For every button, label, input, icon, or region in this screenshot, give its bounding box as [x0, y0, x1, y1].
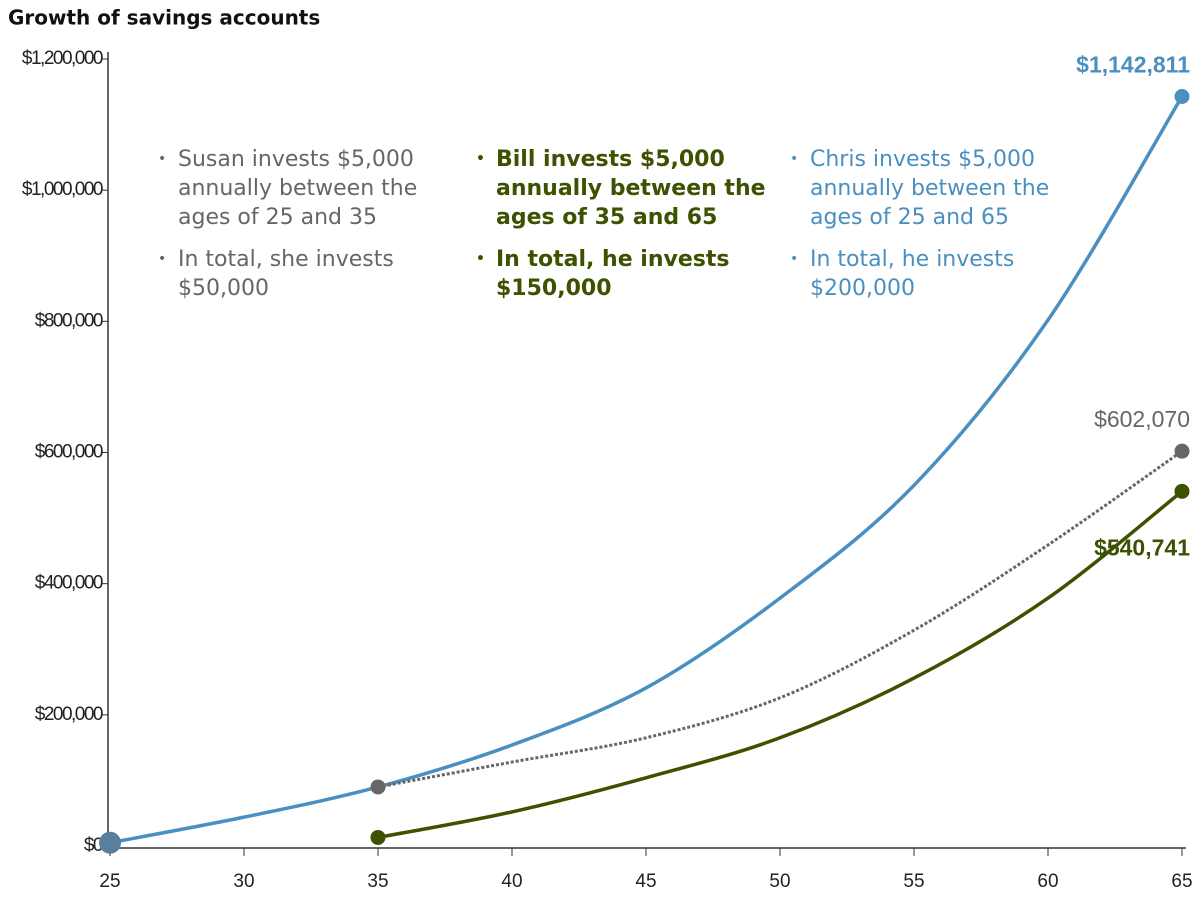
value-label: $602,070: [1094, 406, 1190, 432]
chart-title: Growth of savings accounts: [8, 6, 320, 30]
line: [377, 449, 1183, 789]
x-tick-label: 45: [635, 871, 656, 892]
annotation-item: In total, he invests $150,000: [476, 245, 776, 303]
annotation-item: In total, he invests $200,000: [790, 245, 1090, 303]
point: [1174, 483, 1190, 499]
annotation-item: Bill invests $5,000 annually between the…: [476, 145, 776, 232]
annotation-item: In total, she invests $50,000: [158, 245, 458, 303]
x-tick-label: 60: [1037, 871, 1058, 892]
x-tick-label: 40: [501, 871, 522, 892]
x-tick-label: 50: [769, 871, 790, 892]
point: [1174, 443, 1190, 459]
point: [1174, 89, 1190, 105]
line: [377, 489, 1184, 840]
point: [370, 779, 386, 795]
x-tick-label: 35: [367, 871, 388, 892]
point: [99, 831, 121, 854]
point: [370, 829, 386, 845]
x-tick-label: 55: [903, 871, 924, 892]
line: [109, 95, 1184, 845]
annotation: Bill invests $5,000 annually between the…: [476, 145, 776, 316]
y-tick-label: $1,000,000: [22, 179, 103, 200]
y-tick-label: $600,000: [35, 442, 103, 463]
x-tick-label: 30: [233, 871, 254, 892]
y-tick-label: $400,000: [35, 573, 103, 594]
y-tick-label: $1,200,000: [22, 48, 103, 69]
y-tick-label: $800,000: [35, 310, 103, 331]
y-tick-label: $200,000: [35, 704, 103, 725]
annotation-item: Chris invests $5,000 annually between th…: [790, 145, 1090, 232]
annotation-item: Susan invests $5,000 annually between th…: [158, 145, 458, 232]
annotation: Susan invests $5,000 annually between th…: [158, 145, 458, 316]
value-label: $540,741: [1094, 534, 1190, 560]
x-tick-label: 25: [99, 871, 120, 892]
x-tick-label: 65: [1171, 871, 1192, 892]
annotation: Chris invests $5,000 annually between th…: [790, 145, 1090, 316]
value-label: $1,142,811: [1076, 52, 1190, 78]
